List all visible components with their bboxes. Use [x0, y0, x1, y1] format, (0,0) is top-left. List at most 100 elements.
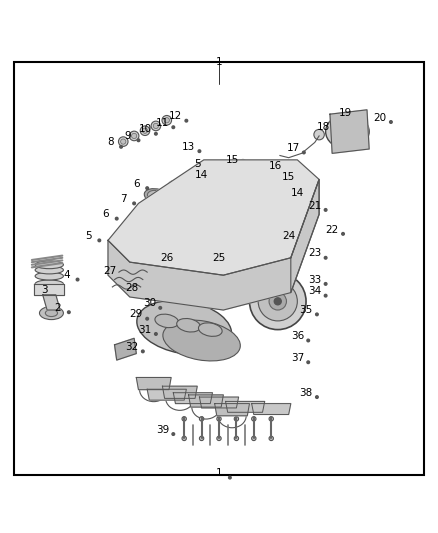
Circle shape [198, 150, 201, 152]
Circle shape [185, 119, 187, 122]
Circle shape [307, 339, 310, 342]
Text: 34: 34 [308, 286, 321, 296]
Polygon shape [108, 180, 319, 310]
Ellipse shape [162, 116, 172, 125]
Polygon shape [199, 397, 239, 408]
Ellipse shape [129, 131, 139, 141]
Ellipse shape [182, 436, 186, 441]
Ellipse shape [192, 171, 220, 188]
Ellipse shape [182, 417, 186, 421]
Circle shape [240, 159, 247, 166]
Text: 12: 12 [169, 111, 182, 122]
Text: 14: 14 [291, 188, 304, 198]
Circle shape [215, 162, 222, 169]
Text: 19: 19 [339, 108, 352, 118]
Text: 38: 38 [300, 387, 313, 398]
Text: 6: 6 [102, 209, 109, 219]
Circle shape [324, 208, 327, 211]
Ellipse shape [35, 266, 64, 274]
Ellipse shape [217, 436, 221, 441]
Ellipse shape [334, 120, 360, 142]
Text: 9: 9 [124, 131, 131, 141]
Circle shape [155, 333, 157, 335]
Text: 5: 5 [194, 159, 201, 169]
Text: 3: 3 [42, 286, 48, 295]
Text: 33: 33 [308, 274, 321, 285]
Circle shape [146, 187, 148, 189]
Circle shape [355, 116, 357, 119]
Text: 18: 18 [317, 122, 330, 132]
Circle shape [76, 278, 79, 281]
Circle shape [314, 130, 324, 140]
Ellipse shape [277, 238, 288, 243]
Circle shape [141, 350, 144, 353]
Text: 8: 8 [107, 138, 113, 148]
Circle shape [285, 169, 288, 172]
Ellipse shape [218, 165, 246, 181]
Circle shape [120, 274, 122, 277]
Polygon shape [188, 395, 223, 407]
Circle shape [303, 151, 305, 154]
Text: 15: 15 [226, 155, 239, 165]
Ellipse shape [198, 323, 222, 336]
Text: 17: 17 [286, 143, 300, 153]
Ellipse shape [252, 436, 256, 441]
Text: 24: 24 [282, 231, 295, 241]
Polygon shape [215, 403, 250, 416]
Ellipse shape [35, 261, 64, 269]
Ellipse shape [148, 190, 169, 204]
Circle shape [159, 306, 162, 309]
Ellipse shape [217, 417, 221, 421]
Text: 7: 7 [120, 194, 127, 204]
Polygon shape [108, 160, 319, 275]
Circle shape [324, 282, 327, 285]
Ellipse shape [258, 282, 297, 321]
Text: 36: 36 [291, 331, 304, 341]
Polygon shape [34, 284, 64, 295]
Polygon shape [173, 393, 212, 403]
Polygon shape [162, 386, 197, 398]
Text: 21: 21 [308, 200, 321, 211]
Circle shape [229, 477, 231, 479]
Ellipse shape [164, 118, 170, 123]
Ellipse shape [137, 301, 232, 354]
Text: 1: 1 [215, 57, 223, 67]
Circle shape [207, 167, 209, 170]
Circle shape [242, 163, 244, 166]
Circle shape [98, 239, 101, 241]
Circle shape [116, 217, 118, 220]
Text: 2: 2 [55, 303, 61, 313]
Circle shape [298, 180, 301, 183]
Circle shape [316, 396, 318, 398]
Ellipse shape [155, 314, 179, 328]
Text: 6: 6 [133, 179, 140, 189]
Text: 22: 22 [325, 224, 339, 235]
Ellipse shape [131, 133, 137, 139]
Text: 28: 28 [125, 283, 138, 293]
Text: 29: 29 [130, 309, 143, 319]
Ellipse shape [195, 173, 216, 186]
Circle shape [307, 196, 310, 198]
Text: 16: 16 [269, 161, 282, 172]
Polygon shape [226, 401, 265, 413]
Circle shape [298, 239, 301, 241]
Ellipse shape [35, 272, 64, 280]
Text: 15: 15 [282, 172, 295, 182]
Text: 30: 30 [143, 298, 156, 309]
Text: 5: 5 [85, 231, 92, 241]
Circle shape [172, 126, 175, 128]
Ellipse shape [269, 436, 273, 441]
Text: 27: 27 [103, 266, 117, 276]
Circle shape [146, 318, 148, 320]
Circle shape [324, 294, 327, 297]
Ellipse shape [153, 123, 159, 128]
Ellipse shape [177, 319, 200, 332]
Ellipse shape [168, 180, 196, 196]
Text: 31: 31 [138, 325, 152, 335]
Ellipse shape [234, 417, 239, 421]
Ellipse shape [199, 436, 204, 441]
Text: 14: 14 [195, 170, 208, 180]
Circle shape [137, 139, 140, 142]
Ellipse shape [234, 436, 239, 441]
Circle shape [155, 133, 157, 135]
